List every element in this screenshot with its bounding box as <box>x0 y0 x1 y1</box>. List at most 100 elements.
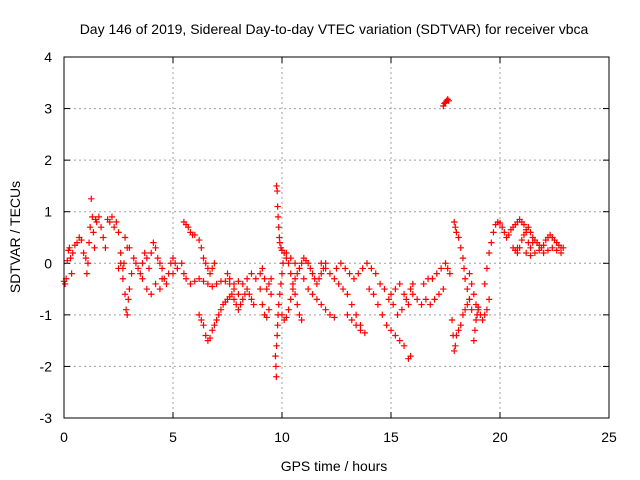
data-point <box>108 213 116 221</box>
data-point <box>296 311 303 319</box>
data-point <box>522 249 530 257</box>
data-point <box>154 254 161 262</box>
data-point <box>381 285 388 293</box>
data-point <box>267 275 275 282</box>
data-point <box>385 296 393 303</box>
data-point <box>275 223 282 231</box>
data-point <box>134 265 142 272</box>
data-point <box>248 270 255 277</box>
x-axis-label: GPS time / hours <box>281 458 388 474</box>
data-point <box>379 311 386 319</box>
data-point <box>498 223 506 231</box>
data-point <box>464 301 471 308</box>
data-point <box>84 260 92 267</box>
data-point <box>274 213 282 221</box>
data-point <box>331 314 338 321</box>
data-point <box>261 275 268 282</box>
data-point <box>457 244 464 252</box>
data-point <box>387 327 395 334</box>
data-point <box>139 260 146 267</box>
data-point <box>224 270 231 277</box>
data-point <box>248 296 255 303</box>
data-point <box>437 265 445 272</box>
data-point <box>374 301 382 308</box>
data-point <box>89 213 96 221</box>
data-point <box>291 275 299 282</box>
data-point <box>453 229 460 236</box>
data-point <box>230 296 238 303</box>
data-point <box>352 311 360 319</box>
data-point <box>459 254 467 262</box>
data-point <box>97 223 105 231</box>
data-point <box>191 278 198 285</box>
data-point <box>285 306 292 313</box>
data-point <box>549 244 556 252</box>
data-point <box>169 270 177 277</box>
data-point <box>318 301 325 308</box>
data-point <box>326 311 334 319</box>
data-point <box>126 244 133 252</box>
data-point <box>273 373 280 380</box>
data-point <box>339 285 347 293</box>
data-point <box>287 296 294 303</box>
data-point <box>455 327 462 334</box>
data-point <box>473 311 481 319</box>
data-point <box>479 316 486 324</box>
data-point <box>525 223 532 231</box>
data-point <box>130 254 137 262</box>
data-point <box>409 291 416 298</box>
x-tick-label: 25 <box>601 429 617 445</box>
data-point <box>544 247 552 254</box>
data-point <box>250 301 257 308</box>
data-point <box>394 311 401 319</box>
data-point <box>387 291 395 298</box>
data-point <box>429 275 436 282</box>
data-point <box>185 223 192 231</box>
data-point <box>273 182 280 190</box>
data-point <box>64 257 71 264</box>
data-point <box>461 306 469 313</box>
x-tick-label: 15 <box>383 429 399 445</box>
data-point <box>265 306 273 313</box>
x-tick-label: 10 <box>274 429 290 445</box>
data-point <box>440 285 447 293</box>
data-point <box>100 234 107 241</box>
data-point <box>121 234 129 241</box>
data-point <box>466 270 473 277</box>
data-point <box>475 303 482 311</box>
data-point <box>239 296 246 303</box>
data-point <box>459 311 467 319</box>
data-point <box>461 275 469 282</box>
data-point <box>117 249 124 257</box>
data-point <box>235 306 242 313</box>
data-point <box>267 291 275 298</box>
data-point <box>409 280 416 288</box>
data-point <box>158 275 166 282</box>
data-point <box>182 275 190 282</box>
chart-title: Day 146 of 2019, Sidereal Day-to-day VTE… <box>80 21 589 37</box>
data-point <box>304 285 312 293</box>
data-point <box>243 285 251 293</box>
data-point <box>169 254 177 262</box>
data-point <box>272 363 280 370</box>
data-point <box>69 249 76 257</box>
data-point <box>124 311 131 319</box>
data-point <box>243 275 251 282</box>
data-point <box>331 275 338 282</box>
data-point <box>289 285 297 293</box>
data-point <box>263 314 270 321</box>
x-tick-label: 0 <box>60 429 68 445</box>
data-point <box>470 291 478 298</box>
data-point <box>83 270 91 277</box>
data-point <box>230 285 238 293</box>
data-point <box>359 265 366 272</box>
data-point <box>228 291 236 298</box>
data-point <box>370 291 377 298</box>
data-point <box>115 229 122 236</box>
data-point <box>298 260 305 267</box>
data-point <box>376 280 384 288</box>
data-point <box>490 229 497 236</box>
data-point <box>361 329 369 337</box>
data-point <box>148 291 155 298</box>
data-point <box>348 316 355 324</box>
